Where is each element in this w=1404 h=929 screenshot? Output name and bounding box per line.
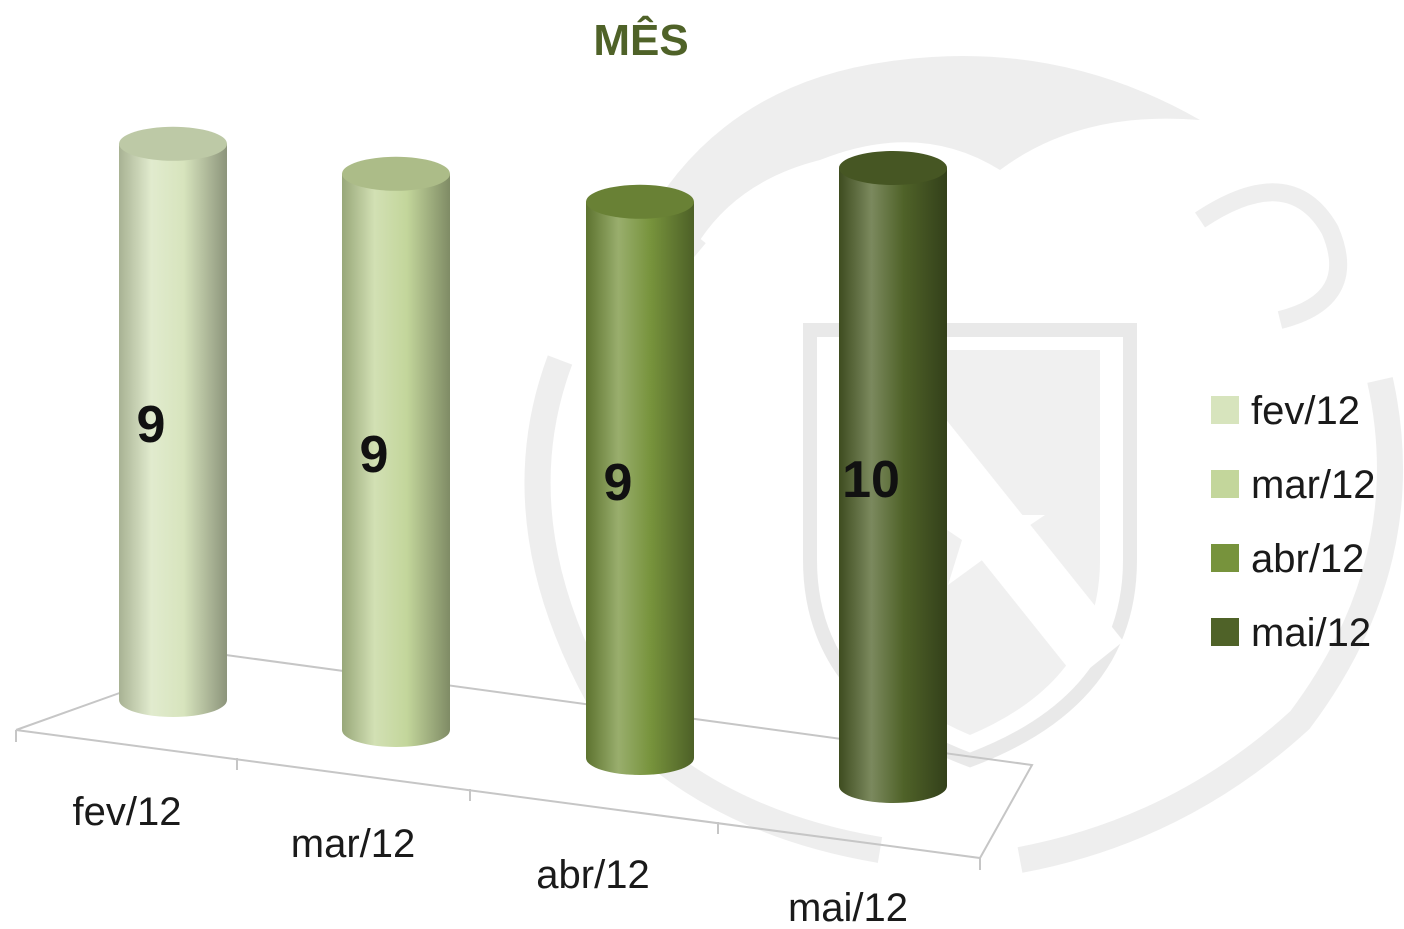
bar-body [342,173,450,747]
legend-swatch [1211,544,1239,572]
bar-top [342,156,450,191]
legend-swatch [1211,470,1239,498]
chart-title: MÊS [593,15,688,65]
legend-label: fev/12 [1251,389,1360,433]
x-axis-labels: fev/12 mar/12 abr/12 mai/12 [73,790,909,929]
legend-swatch [1211,396,1239,424]
legend-item: mar/12 [1211,463,1376,507]
data-label: 10 [842,451,900,509]
legend-item: abr/12 [1211,537,1364,581]
bar-mar-12: 9 [342,156,450,747]
bar-top [119,126,227,161]
bar-top [839,151,947,185]
legend-label: mar/12 [1251,463,1376,507]
data-label: 9 [137,396,166,454]
legend-item: fev/12 [1211,389,1360,433]
data-label: 9 [360,426,389,484]
bar-body [119,143,227,718]
bar-top [586,184,694,219]
bar-body [586,201,694,776]
bar-abr-12: 9 [586,184,694,776]
legend-label: abr/12 [1251,537,1364,581]
bar-series: 9 9 9 10 [119,126,947,803]
bar-body [839,168,947,803]
legend: fev/12 mar/12 abr/12 mai/12 [1211,389,1376,655]
legend-item: mai/12 [1211,611,1371,655]
legend-label: mai/12 [1251,611,1371,655]
x-tick-label: abr/12 [536,853,649,897]
bar-mai-12: 10 [839,151,947,803]
legend-swatch [1211,618,1239,646]
x-tick-label: mai/12 [788,886,908,929]
bar-fev-12: 9 [119,126,227,718]
x-tick-label: fev/12 [73,790,182,834]
x-tick-label: mar/12 [291,822,416,866]
data-label: 9 [604,454,633,512]
